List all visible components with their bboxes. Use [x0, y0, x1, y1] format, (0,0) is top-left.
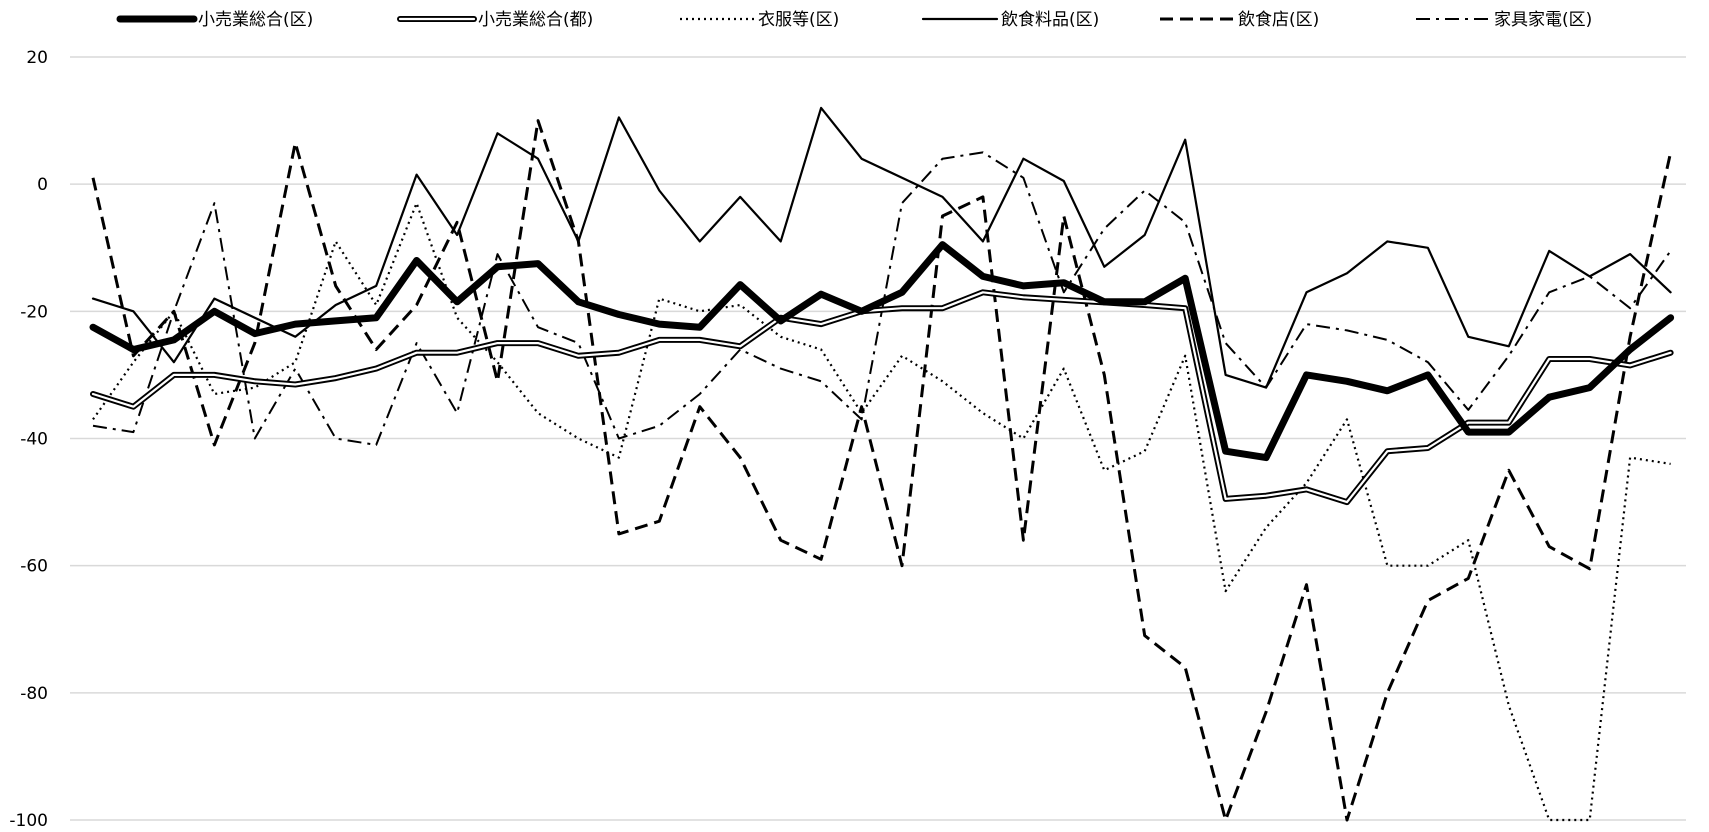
- legend-label: 飲食店(区): [1238, 10, 1319, 30]
- legend-item-3: 衣服等(区): [680, 10, 839, 30]
- y-tick-label: -60: [20, 557, 48, 577]
- y-tick-label: -100: [9, 811, 48, 831]
- legend-item-5: 飲食店(区): [1160, 10, 1319, 30]
- legend-item-2: 小売業総合(都): [397, 10, 593, 30]
- legend-label: 衣服等(区): [758, 10, 839, 30]
- y-tick-label: 20: [26, 48, 48, 68]
- series-line-inner: [91, 291, 1672, 504]
- series-2: [90, 289, 1674, 506]
- legend-item-4: 飲食料品(区): [921, 10, 1099, 30]
- series-3: [92, 202, 1671, 822]
- legend-label: 小売業総合(都): [478, 10, 593, 30]
- y-tick-label: -40: [20, 430, 48, 450]
- series-4: [91, 106, 1672, 389]
- series-line: [91, 106, 1672, 389]
- series-line: [92, 202, 1671, 822]
- series-lines: [89, 106, 1675, 822]
- legend-item-1: 小売業総合(区): [116, 10, 313, 30]
- y-tick-label: 0: [37, 175, 48, 195]
- y-axis-tick-labels: 20 0 -20 -40 -60 -80 -100: [9, 48, 48, 831]
- y-tick-label: -80: [20, 684, 48, 704]
- legend: 小売業総合(区) 小売業総合(都) 衣服等(区) 飲食料品(区) 飲食店(区) 家具家電(…: [116, 10, 1592, 30]
- y-tick-label: -20: [20, 302, 48, 322]
- series-1: [89, 241, 1675, 462]
- legend-label: 飲食料品(区): [1001, 10, 1099, 30]
- series-5: [91, 119, 1673, 822]
- legend-item-6: 家具家電(区): [1416, 10, 1592, 30]
- legend-label: 家具家電(区): [1494, 10, 1592, 30]
- series-line: [91, 119, 1673, 822]
- legend-label: 小売業総合(区): [198, 10, 313, 30]
- series-line: [89, 241, 1675, 462]
